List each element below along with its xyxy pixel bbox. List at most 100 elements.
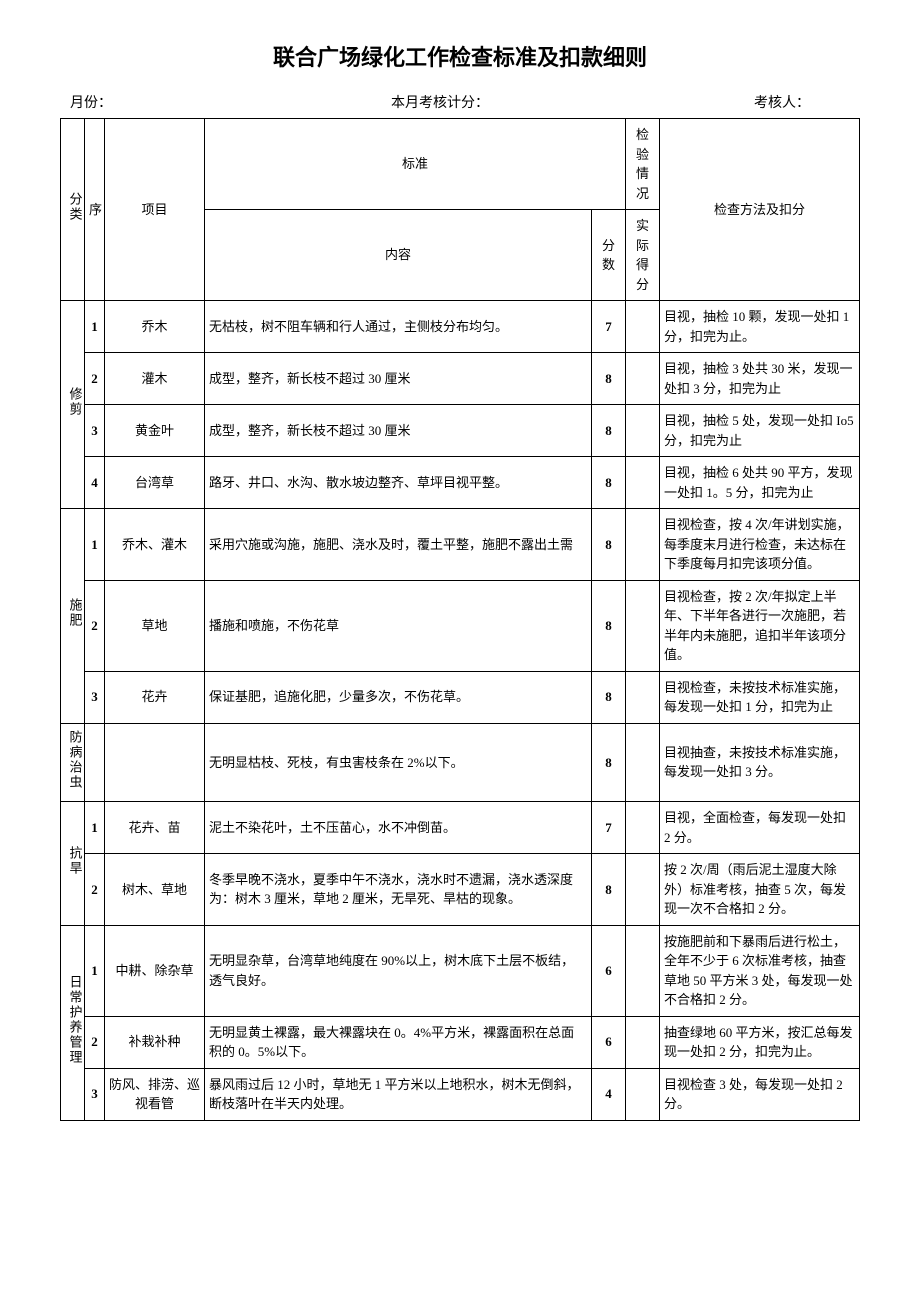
- item-cell: 黄金叶: [105, 405, 205, 457]
- score-cell: 8: [591, 723, 625, 802]
- seq-cell: 3: [85, 1068, 105, 1120]
- inspection-cell: [626, 1016, 660, 1068]
- seq-cell: 3: [85, 671, 105, 723]
- method-cell: 目视，全面检查，每发现一处扣 2 分。: [660, 802, 860, 854]
- category-cell: 抗旱: [61, 802, 85, 926]
- th-item: 项目: [105, 119, 205, 301]
- th-method: 检查方法及扣分: [660, 119, 860, 301]
- method-cell: 按 2 次/周（雨后泥土湿度大除外）标准考核，抽查 5 次，每发现一次不合格扣 …: [660, 854, 860, 926]
- inspection-cell: [626, 580, 660, 671]
- content-cell: 采用穴施或沟施，施肥、浇水及时，覆土平整，施肥不露出土需: [205, 509, 592, 581]
- item-cell: 灌木: [105, 353, 205, 405]
- seq-cell: [85, 723, 105, 802]
- score-cell: 8: [591, 509, 625, 581]
- inspection-cell: [626, 854, 660, 926]
- inspection-cell: [626, 405, 660, 457]
- inspection-cell: [626, 723, 660, 802]
- table-row: 3黄金叶成型，整齐，新长枝不超过 30 厘米8 目视，抽检 5 处，发现一处扣 I…: [61, 405, 860, 457]
- content-cell: 路牙、井口、水沟、散水坡边整齐、草坪目视平整。: [205, 457, 592, 509]
- content-cell: 暴风雨过后 12 小时，草地无 1 平方米以上地积水，树木无倒斜，断枝落叶在半天…: [205, 1068, 592, 1120]
- inspection-cell: [626, 509, 660, 581]
- score-cell: 8: [591, 671, 625, 723]
- th-score: 分数: [591, 210, 625, 301]
- item-cell: 台湾草: [105, 457, 205, 509]
- content-cell: 冬季早晚不浇水，夏季中午不浇水，浇水时不遗漏，浇水透深度为：树木 3 厘米，草地…: [205, 854, 592, 926]
- th-inspection: 检验情况: [626, 119, 660, 210]
- inspection-cell: [626, 671, 660, 723]
- inspection-cell: [626, 353, 660, 405]
- table-row: 抗旱1花卉、苗泥土不染花叶，土不压苗心，水不冲倒苗。7目视，全面检查，每发现一处…: [61, 802, 860, 854]
- auditor-label: 考核人：: [563, 92, 850, 112]
- table-row: 2灌木成型，整齐，新长枝不超过 30 厘米8目视，抽检 3 处共 30 米，发现…: [61, 353, 860, 405]
- seq-cell: 3: [85, 405, 105, 457]
- seq-cell: 1: [85, 301, 105, 353]
- category-cell: 防病治虫: [61, 723, 85, 802]
- table-row: 日常护养管理1中耕、除杂草无明显杂草，台湾草地纯度在 90%以上，树木底下土层不…: [61, 925, 860, 1016]
- score-cell: 7: [591, 301, 625, 353]
- table-row: 施肥1乔木、灌木采用穴施或沟施，施肥、浇水及时，覆土平整，施肥不露出土需8目视检…: [61, 509, 860, 581]
- content-cell: 无明显枯枝、死枝，有虫害枝条在 2%以下。: [205, 723, 592, 802]
- seq-cell: 2: [85, 1016, 105, 1068]
- content-cell: 保证基肥，追施化肥，少量多次，不伤花草。: [205, 671, 592, 723]
- month-label: 月份：: [70, 92, 317, 112]
- table-row: 2补栽补种无明显黄土裸露，最大裸露块在 0。4%平方米，裸露面积在总面积的 0。…: [61, 1016, 860, 1068]
- inspection-table: 分类 序 项目 标准 检验情况 检查方法及扣分 内容 分数 实际得分 修剪1乔木…: [60, 118, 860, 1121]
- content-cell: 无明显黄土裸露，最大裸露块在 0。4%平方米，裸露面积在总面积的 0。5%以下。: [205, 1016, 592, 1068]
- score-cell: 8: [591, 580, 625, 671]
- method-cell: 按施肥前和下暴雨后进行松土，全年不少于 6 次标准考核，抽查草地 50 平方米 …: [660, 925, 860, 1016]
- score-cell: 8: [591, 854, 625, 926]
- content-cell: 无明显杂草，台湾草地纯度在 90%以上，树木底下土层不板结，透气良好。: [205, 925, 592, 1016]
- seq-cell: 1: [85, 925, 105, 1016]
- item-cell: 乔木、灌木: [105, 509, 205, 581]
- page-title: 联合广场绿化工作检查标准及扣款细则: [60, 40, 860, 72]
- seq-cell: 1: [85, 802, 105, 854]
- table-row: 3防风、排涝、巡视看管暴风雨过后 12 小时，草地无 1 平方米以上地积水，树木…: [61, 1068, 860, 1120]
- seq-cell: 1: [85, 509, 105, 581]
- item-cell: 中耕、除杂草: [105, 925, 205, 1016]
- inspection-cell: [626, 457, 660, 509]
- table-row: 防病治虫 无明显枯枝、死枝，有虫害枝条在 2%以下。8 目视抽查，未按技术标准实施，…: [61, 723, 860, 802]
- meta-row: 月份： 本月考核计分： 考核人：: [60, 92, 860, 112]
- table-row: 修剪1乔木无枯枝，树不阻车辆和行人通过，主侧枝分布均匀。7目视，抽检 10 颗，…: [61, 301, 860, 353]
- method-cell: 抽查绿地 60 平方米，按汇总每发现一处扣 2 分，扣完为止。: [660, 1016, 860, 1068]
- item-cell: 花卉: [105, 671, 205, 723]
- content-cell: 无枯枝，树不阻车辆和行人通过，主侧枝分布均匀。: [205, 301, 592, 353]
- item-cell: 草地: [105, 580, 205, 671]
- th-standard: 标准: [205, 119, 626, 210]
- score-cell: 6: [591, 1016, 625, 1068]
- th-content: 内容: [205, 210, 592, 301]
- seq-cell: 2: [85, 353, 105, 405]
- score-cell: 8: [591, 457, 625, 509]
- th-category: 分类: [61, 119, 85, 301]
- item-cell: 防风、排涝、巡视看管: [105, 1068, 205, 1120]
- content-cell: 成型，整齐，新长枝不超过 30 厘米: [205, 353, 592, 405]
- table-row: 4台湾草路牙、井口、水沟、散水坡边整齐、草坪目视平整。8目视，抽检 6 处共 9…: [61, 457, 860, 509]
- method-cell: 目视检查，按 2 次/年拟定上半年、下半年各进行一次施肥，若半年内未施肥，追扣半…: [660, 580, 860, 671]
- inspection-cell: [626, 301, 660, 353]
- item-cell: 树木、草地: [105, 854, 205, 926]
- score-cell: 7: [591, 802, 625, 854]
- content-cell: 泥土不染花叶，土不压苗心，水不冲倒苗。: [205, 802, 592, 854]
- score-cell: 6: [591, 925, 625, 1016]
- method-cell: 目视检查 3 处，每发现一处扣 2 分。: [660, 1068, 860, 1120]
- item-cell: 补栽补种: [105, 1016, 205, 1068]
- method-cell: 目视，抽检 3 处共 30 米，发现一处扣 3 分，扣完为止: [660, 353, 860, 405]
- item-cell: 乔木: [105, 301, 205, 353]
- item-cell: 花卉、苗: [105, 802, 205, 854]
- item-cell: [105, 723, 205, 802]
- method-cell: 目视抽查，未按技术标准实施，每发现一处扣 3 分。: [660, 723, 860, 802]
- score-cell: 8: [591, 405, 625, 457]
- content-cell: 成型，整齐，新长枝不超过 30 厘米: [205, 405, 592, 457]
- score-cell: 4: [591, 1068, 625, 1120]
- content-cell: 播施和喷施，不伤花草: [205, 580, 592, 671]
- inspection-cell: [626, 802, 660, 854]
- category-cell: 修剪: [61, 301, 85, 509]
- seq-cell: 2: [85, 854, 105, 926]
- table-row: 2树木、草地冬季早晚不浇水，夏季中午不浇水，浇水时不遗漏，浇水透深度为：树木 3…: [61, 854, 860, 926]
- th-seq: 序: [85, 119, 105, 301]
- th-actual: 实际得分: [626, 210, 660, 301]
- method-cell: 目视，抽检 5 处，发现一处扣 Io5 分，扣完为止: [660, 405, 860, 457]
- inspection-cell: [626, 1068, 660, 1120]
- table-row: 3花卉保证基肥，追施化肥，少量多次，不伤花草。8目视检查，未按技术标准实施，每发…: [61, 671, 860, 723]
- score-label: 本月考核计分：: [317, 92, 564, 112]
